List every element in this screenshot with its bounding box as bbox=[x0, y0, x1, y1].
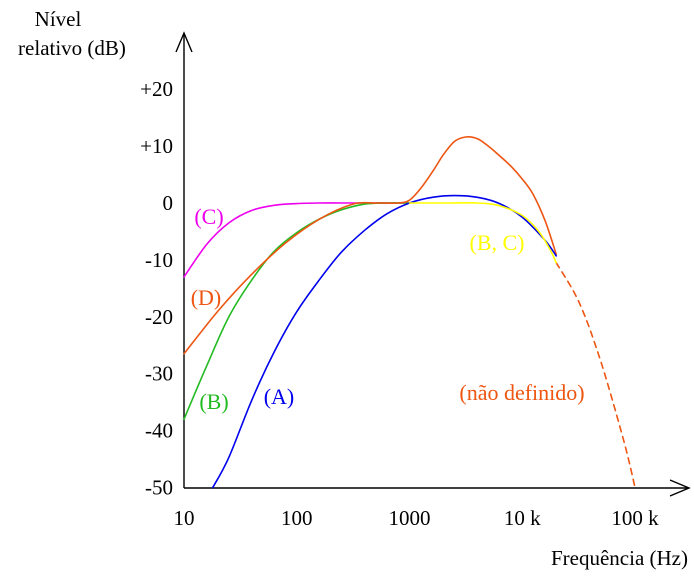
x-tick-label: 100 k bbox=[611, 506, 659, 530]
x-axis-title: Frequência (Hz) bbox=[551, 546, 688, 570]
curve-c bbox=[183, 202, 411, 278]
x-axis-arrow bbox=[669, 479, 691, 497]
curve-d-undefined-extension bbox=[555, 261, 636, 489]
y-tick-label: +10 bbox=[140, 134, 173, 158]
curve-a bbox=[212, 194, 557, 489]
curve-label-a: (A) bbox=[264, 384, 295, 409]
y-tick-label: -10 bbox=[145, 248, 173, 272]
x-tick-label: 100 bbox=[281, 506, 313, 530]
weighting-curves bbox=[183, 136, 636, 489]
curve-label-d: (D) bbox=[191, 285, 222, 310]
y-tick-label: -40 bbox=[145, 419, 173, 443]
undefined-region-label: (não definido) bbox=[459, 380, 584, 405]
x-tick-label: 10 bbox=[174, 506, 195, 530]
x-tick-label: 1000 bbox=[389, 506, 431, 530]
y-axis-title-line1: Nível bbox=[35, 7, 82, 31]
curve-b-c bbox=[408, 201, 557, 264]
y-axis-title-line2: relativo (dB) bbox=[18, 36, 126, 60]
y-tick-labels: +20 +10 0 -10 -20 -30 -40 -50 bbox=[140, 77, 173, 499]
y-tick-label: -50 bbox=[145, 476, 173, 500]
axes bbox=[175, 31, 691, 497]
x-tick-label: 10 k bbox=[504, 506, 541, 530]
y-tick-label: +20 bbox=[140, 77, 173, 101]
y-axis-arrow bbox=[175, 31, 193, 53]
curve-labels: (A) (B) (C) (D) (B, C) (não definido) bbox=[191, 204, 585, 414]
y-tick-label: -30 bbox=[145, 362, 173, 386]
y-tick-label: -20 bbox=[145, 305, 173, 329]
x-tick-labels: 10 100 1000 10 k 100 k bbox=[174, 506, 660, 530]
curve-d bbox=[183, 136, 557, 355]
curve-label-b: (B) bbox=[199, 389, 228, 414]
y-tick-label: 0 bbox=[163, 191, 174, 215]
y-axis-title: Nível relativo (dB) bbox=[18, 7, 126, 60]
curve-label-b-c: (B, C) bbox=[470, 230, 525, 255]
curve-label-c: (C) bbox=[194, 204, 223, 229]
